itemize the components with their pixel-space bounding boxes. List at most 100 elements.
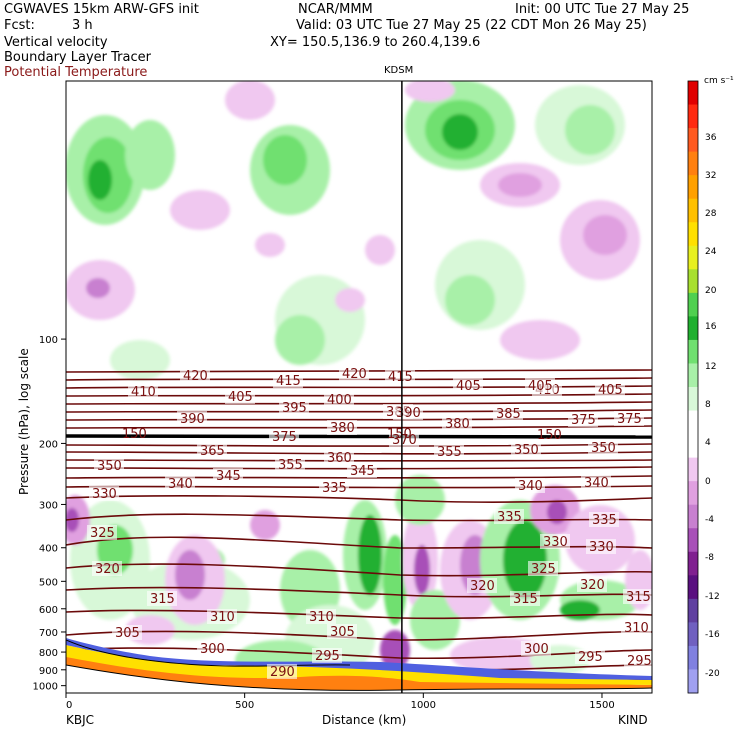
colorbar-swatch: [688, 198, 698, 223]
isentrope-label-bg: [511, 442, 541, 457]
isentrope-label: 340: [518, 479, 543, 494]
colorbar-tick-label: -20: [705, 669, 720, 679]
colorbar-tick-label: 24: [705, 247, 717, 257]
isentrope-label: 295: [315, 649, 340, 664]
colorbar-swatch: [688, 104, 698, 129]
isentrope-label-bg: [312, 648, 342, 663]
isentrope-label: 360: [327, 451, 352, 466]
isentrope-label: 420: [342, 367, 367, 382]
isentrope-label: 405: [528, 379, 553, 394]
colorbar-swatch: [688, 481, 698, 506]
isentrope-label: 295: [627, 654, 652, 669]
isentrope-label: 320: [580, 578, 605, 593]
colorbar-swatch: [688, 434, 698, 459]
y-tick-label: 300: [39, 500, 58, 511]
isentrope-label-bg: [94, 458, 124, 473]
isentrope-label: 150: [537, 428, 562, 443]
isentrope-label: 315: [626, 590, 651, 605]
isentrope-label: 300: [524, 642, 549, 657]
colorbar: 36 32 28 24 20 16 12 8 4 0 -4 -8 -12 -16 -20: [687, 80, 720, 694]
y-tick-label: 700: [39, 628, 58, 639]
xy-coordinates: XY= 150.5,136.9 to 260.4,139.6: [270, 35, 481, 50]
isentrope-label-bg: [177, 411, 207, 426]
isentrope-label-bg: [528, 561, 558, 576]
isentrope-label-bg: [614, 411, 644, 426]
isentrope-label-bg: [494, 509, 524, 524]
org-label: NCAR/MMM: [298, 2, 373, 17]
x-tick-label: 1500: [589, 700, 614, 711]
isentrope-label: 340: [584, 476, 609, 491]
isentrope-label-bg: [319, 480, 349, 495]
isentrope-label-bg: [493, 406, 523, 421]
isentrope-label-bg: [324, 392, 354, 407]
isentrope-label-bg: [112, 625, 142, 640]
isentrope-label: 310: [624, 621, 649, 636]
field-vertical-velocity: Vertical velocity: [4, 35, 108, 50]
y-axis-title: Pressure (hPa), log scale: [17, 348, 31, 495]
isentrope-label: 305: [115, 626, 140, 641]
isentrope-label: 400: [327, 393, 352, 408]
isentrope-label-bg: [577, 577, 607, 592]
isentrope-label-bg: [147, 591, 177, 606]
isentrope-label-bg: [393, 405, 423, 420]
isentrope-label-bg: [581, 475, 611, 490]
colorbar-tick-label: -4: [705, 515, 714, 525]
isentrope-label: 320: [95, 562, 120, 577]
y-tick-label: 200: [39, 439, 58, 450]
colorbar-tick-label: -12: [705, 592, 720, 602]
isentrope-label-bg: [197, 641, 227, 656]
isentrope-label: 335: [322, 481, 347, 496]
colorbar-swatch: [688, 363, 698, 388]
isentrope-label: 405: [456, 379, 481, 394]
colorbar-swatch: [688, 575, 698, 600]
vertical-velocity-blobs: [66, 81, 652, 680]
right-station-label: KIND: [618, 713, 648, 727]
isentrope-label: 415: [276, 374, 301, 389]
isentrope-label: 150: [122, 427, 147, 442]
isentrope-label-bg: [434, 444, 464, 459]
colorbar-tick-label: 0: [705, 477, 711, 487]
isentrope-label-bg: [442, 416, 472, 431]
isentrope-label-bg: [324, 450, 354, 465]
colorbar-frame: [687, 80, 699, 694]
isentrope-label-bg: [525, 378, 555, 393]
isentrope-label-bg: [128, 384, 158, 399]
thick-150-line: [66, 434, 652, 439]
isentrope-label: 410: [131, 385, 156, 400]
colorbar-swatch: [688, 504, 698, 529]
isentrope-label: 350: [97, 459, 122, 474]
isentrope-label: 390: [396, 406, 421, 421]
init-time: Init: 00 UTC Tue 27 May 25: [515, 2, 690, 17]
isentrope-label-bg: [621, 620, 651, 635]
isentrope-label: 345: [350, 464, 375, 479]
isentrope-label-bg: [623, 589, 652, 604]
isentrope-label-bg: [327, 420, 357, 435]
isentrope-label-bg: [467, 578, 497, 593]
isentrope-label: 315: [150, 592, 175, 607]
isentrope-label-bg: [279, 400, 309, 415]
colorbar-swatch: [688, 81, 698, 106]
isentrope-label: 350: [591, 441, 616, 456]
left-station-label: KBJC: [66, 713, 94, 727]
isentrope-label: 150: [387, 427, 412, 442]
bl-tracer-orange: [66, 655, 652, 693]
y-axis: 100 200 300 400 500 600 700 800 900 1000: [33, 335, 66, 693]
colorbar-tick-label: 20: [705, 286, 717, 296]
isentrope-label-bg: [624, 653, 652, 668]
x-axis-title: Distance (km): [322, 713, 406, 727]
isentrope-label-bg: [339, 366, 369, 381]
colorbar-swatch: [688, 598, 698, 623]
colorbar-swatch: [688, 269, 698, 294]
isentrope-label: 325: [531, 562, 556, 577]
isentrope-label-bg: [327, 624, 357, 639]
isentrope-label-bg: [389, 432, 419, 447]
colorbar-tick-label: 16: [705, 322, 717, 332]
terrain-line: [66, 664, 652, 691]
isentrope-label: 325: [90, 526, 115, 541]
isentrope-label-bg: [575, 649, 605, 664]
colorbar-swatch: [688, 339, 698, 364]
colorbar-swatch: [688, 387, 698, 412]
isentrope-label-bg: [586, 539, 616, 554]
isentrope-label: 370: [392, 433, 417, 448]
